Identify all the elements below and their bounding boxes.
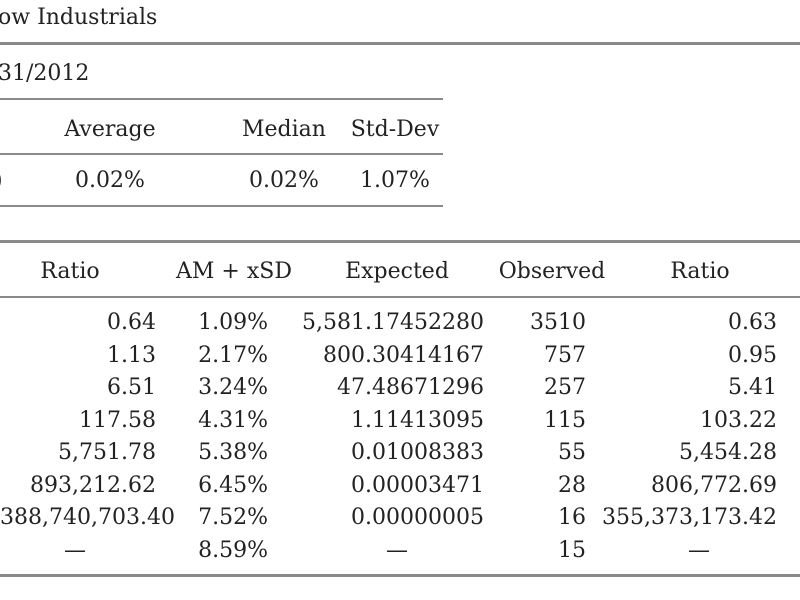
- row-ratio-right: 103.22: [700, 408, 777, 433]
- summary-value-stddev: 1.07%: [360, 168, 430, 193]
- row-ratio-left: 6.51: [107, 375, 156, 400]
- header-ratio-left: Ratio: [40, 259, 100, 284]
- header-ratio-right: Ratio: [670, 259, 730, 284]
- header-observed: Observed: [498, 259, 606, 284]
- row-observed: 757: [544, 343, 586, 368]
- row-expected: 0.01008383: [351, 440, 484, 465]
- row-expected: 0.00003471: [351, 473, 484, 498]
- row-am-xsd: 6.45%: [198, 473, 268, 498]
- row-ratio-left: 893,212.62: [30, 473, 156, 498]
- row-expected: —: [386, 538, 408, 563]
- row-am-xsd: 5.38%: [198, 440, 268, 465]
- summary-value-average: 0.02%: [75, 168, 145, 193]
- row-ratio-left: 388,740,703.40: [0, 505, 175, 530]
- summary-bottom-rule: [0, 205, 443, 207]
- row-observed: 257: [544, 375, 586, 400]
- row-expected: 800.30414167: [323, 343, 484, 368]
- row-am-xsd: 2.17%: [198, 343, 268, 368]
- table-title: ow Industrials: [0, 5, 158, 30]
- row-am-xsd: 1.09%: [198, 310, 268, 335]
- row-ratio-right: 0.63: [728, 310, 777, 335]
- header-expected: Expected: [345, 259, 449, 284]
- row-am-xsd: 8.59%: [198, 538, 268, 563]
- row-ratio-left: 5,751.78: [58, 440, 156, 465]
- row-ratio-right: 5.41: [728, 375, 777, 400]
- row-observed: 15: [558, 538, 586, 563]
- row-am-xsd: 4.31%: [198, 408, 268, 433]
- row-observed: 55: [558, 440, 586, 465]
- summary-header-rule: [0, 153, 443, 155]
- summary-value-median: 0.02%: [249, 168, 319, 193]
- main-bottom-rule: [0, 574, 800, 577]
- row-observed: 16: [558, 505, 586, 530]
- row-expected: 0.00000005: [351, 505, 484, 530]
- summary-top-rule: [0, 98, 443, 100]
- row-ratio-right: —: [688, 538, 710, 563]
- row-expected: 47.48671296: [337, 375, 484, 400]
- header-am-xsd: AM + xSD: [176, 259, 292, 284]
- summary-header-stddev: Std-Dev: [350, 117, 440, 142]
- row-ratio-right: 5,454.28: [679, 440, 777, 465]
- row-observed: 115: [544, 408, 586, 433]
- row-expected: 1.11413095: [351, 408, 484, 433]
- row-ratio-right: 355,373,173.42: [602, 505, 777, 530]
- row-am-xsd: 7.52%: [198, 505, 268, 530]
- row-observed: 3510: [530, 310, 586, 335]
- row-ratio-left: 0.64: [107, 310, 156, 335]
- main-header-rule: [0, 296, 800, 298]
- row-observed: 28: [558, 473, 586, 498]
- main-top-rule: [0, 240, 800, 243]
- summary-left-edge: ): [0, 168, 3, 194]
- row-am-xsd: 3.24%: [198, 375, 268, 400]
- row-ratio-left: 1.13: [107, 343, 156, 368]
- row-expected: 5,581.17452280: [302, 310, 484, 335]
- summary-header-median: Median: [242, 117, 326, 142]
- row-ratio-left: 117.58: [79, 408, 156, 433]
- date-label: 31/2012: [0, 61, 90, 86]
- row-ratio-right: 806,772.69: [651, 473, 777, 498]
- summary-header-average: Average: [64, 117, 156, 142]
- row-ratio-right: 0.95: [728, 343, 777, 368]
- row-ratio-left: —: [64, 538, 86, 563]
- title-rule: [0, 42, 800, 45]
